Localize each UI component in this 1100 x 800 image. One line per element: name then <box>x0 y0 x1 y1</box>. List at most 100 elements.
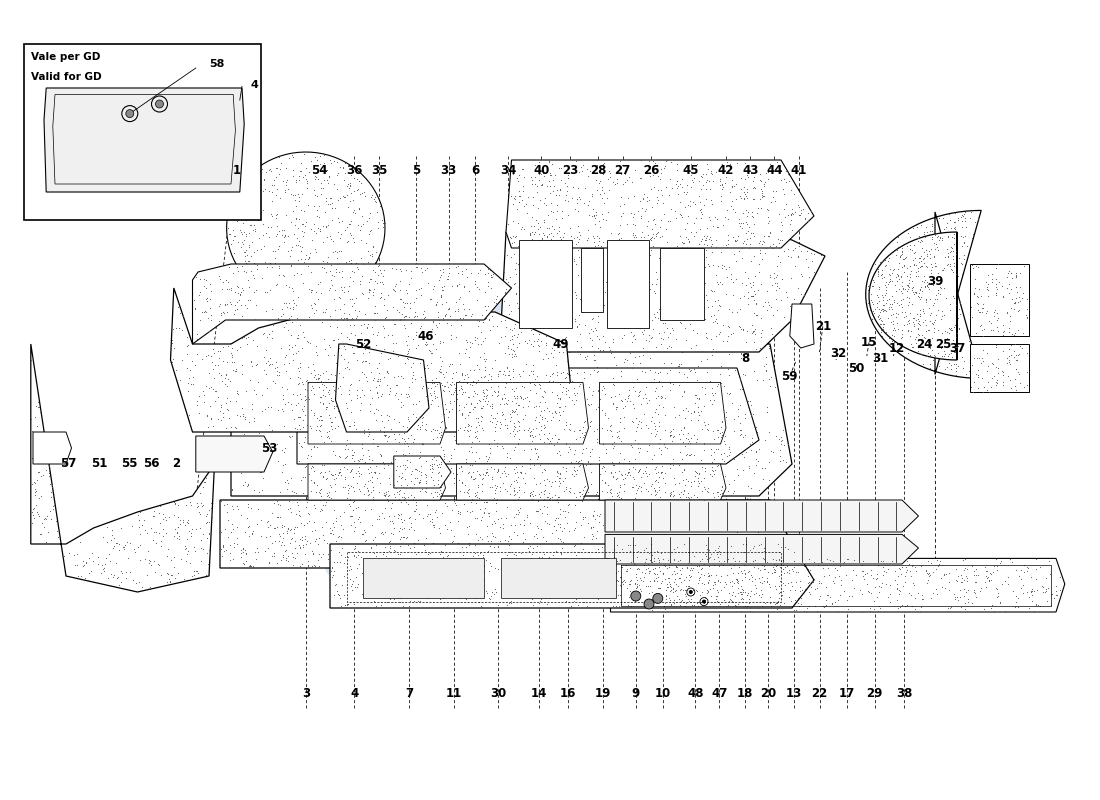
Point <box>878 294 895 306</box>
Point <box>573 548 591 561</box>
Point <box>368 277 386 290</box>
Point <box>746 578 763 591</box>
Point <box>375 330 393 343</box>
Point <box>243 402 261 415</box>
Point <box>532 507 550 520</box>
Point <box>720 386 738 399</box>
Point <box>122 536 140 549</box>
Point <box>771 539 789 552</box>
Point <box>607 495 625 508</box>
Point <box>612 234 629 247</box>
Polygon shape <box>456 464 588 500</box>
Point <box>508 422 526 434</box>
Point <box>331 510 349 522</box>
Text: 10: 10 <box>656 687 671 700</box>
Point <box>631 313 649 326</box>
Point <box>724 514 741 526</box>
Point <box>703 299 720 312</box>
Polygon shape <box>308 464 446 500</box>
Point <box>472 371 490 384</box>
Point <box>485 394 503 406</box>
Point <box>616 166 634 178</box>
Point <box>628 393 646 406</box>
Point <box>286 338 304 351</box>
Point <box>683 432 701 445</box>
Point <box>434 262 452 275</box>
Point <box>690 400 707 413</box>
Point <box>587 246 605 258</box>
Point <box>392 479 409 492</box>
Point <box>760 545 778 558</box>
Point <box>442 356 460 369</box>
Point <box>723 397 740 410</box>
Point <box>150 558 167 570</box>
Point <box>607 585 625 598</box>
Point <box>621 238 639 250</box>
Point <box>384 382 402 395</box>
Point <box>262 530 279 542</box>
Point <box>624 384 641 397</box>
Point <box>733 593 750 606</box>
Point <box>733 500 750 513</box>
Point <box>745 554 762 567</box>
Point <box>385 400 403 413</box>
Point <box>535 258 552 270</box>
Point <box>469 388 486 401</box>
Point <box>388 586 406 599</box>
Point <box>400 522 418 535</box>
Point <box>967 259 984 272</box>
Point <box>700 570 717 582</box>
Point <box>658 442 675 455</box>
Point <box>806 583 824 596</box>
Point <box>250 426 267 439</box>
Point <box>321 310 339 322</box>
Point <box>598 398 616 411</box>
Point <box>651 582 669 594</box>
Point <box>754 191 771 204</box>
Point <box>506 548 524 561</box>
Point <box>922 334 939 347</box>
Point <box>657 510 674 523</box>
Point <box>274 269 292 282</box>
Point <box>620 384 638 397</box>
Point <box>235 425 253 438</box>
Point <box>387 486 405 498</box>
Point <box>661 432 679 445</box>
Point <box>271 150 288 163</box>
Point <box>663 435 681 448</box>
Point <box>602 486 619 498</box>
Point <box>272 284 289 297</box>
Point <box>323 394 341 407</box>
Point <box>646 489 663 502</box>
Point <box>285 302 303 315</box>
Point <box>761 269 779 282</box>
Point <box>1014 578 1032 591</box>
Point <box>610 236 628 249</box>
Point <box>366 466 384 478</box>
Point <box>433 568 451 581</box>
Point <box>472 383 490 396</box>
Point <box>461 505 478 518</box>
Point <box>770 232 788 245</box>
Point <box>451 485 469 498</box>
Point <box>442 449 460 462</box>
Point <box>441 422 459 434</box>
Point <box>768 259 785 272</box>
Point <box>575 486 593 499</box>
Point <box>640 414 658 426</box>
Point <box>321 320 339 333</box>
Point <box>28 498 45 511</box>
Point <box>517 398 535 410</box>
Point <box>191 522 209 534</box>
Point <box>490 513 507 526</box>
Point <box>729 212 747 225</box>
Point <box>890 257 908 270</box>
Point <box>659 367 676 380</box>
Point <box>707 459 725 472</box>
Point <box>991 596 1009 609</box>
Point <box>507 193 525 206</box>
Point <box>485 409 503 422</box>
Point <box>692 554 710 567</box>
Point <box>223 349 241 362</box>
Point <box>739 286 757 298</box>
